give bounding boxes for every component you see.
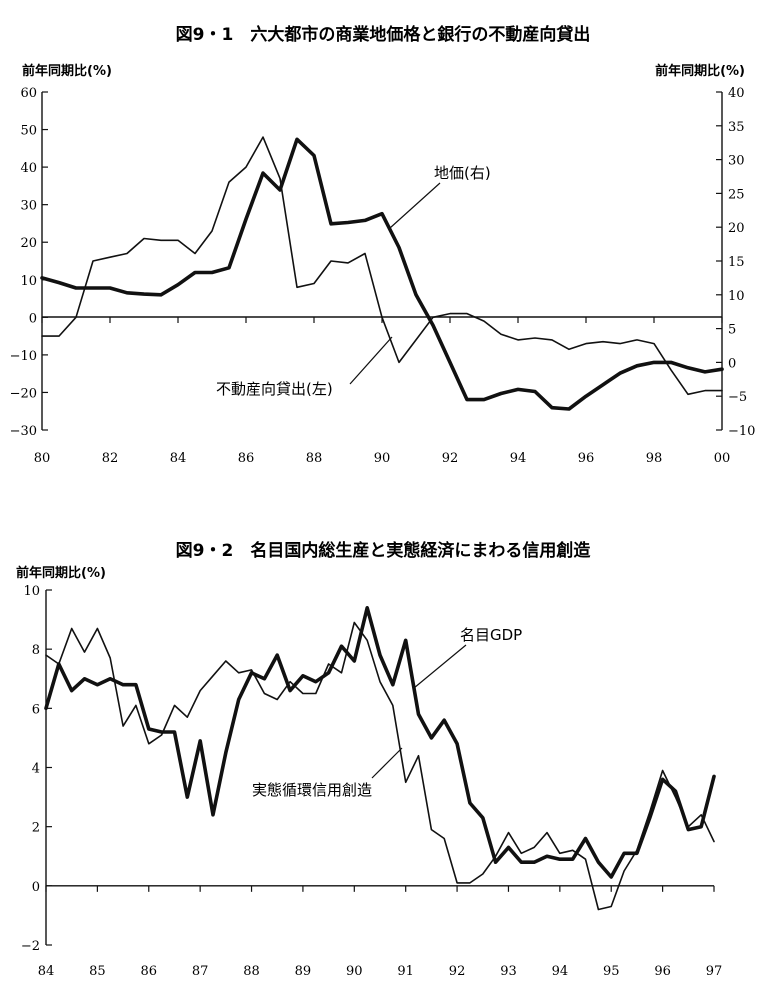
chart1-right-tick-label: 35 bbox=[728, 120, 745, 135]
chart2-y-tick-label: 8 bbox=[32, 643, 40, 658]
chart1-right-tick-label: 20 bbox=[728, 221, 745, 236]
chart1-right-tick-label: 40 bbox=[728, 86, 745, 101]
chart1-x-tick-label: 96 bbox=[578, 451, 595, 466]
chart2-y-tick-label: 6 bbox=[32, 702, 40, 717]
chart2-x-tick-label: 97 bbox=[706, 964, 723, 979]
chart1-left-tick-label: 40 bbox=[20, 161, 37, 176]
annotation-land-price: 地価(右) bbox=[434, 164, 491, 182]
chart1-right-axis-label: 前年同期比(%) bbox=[655, 63, 745, 79]
series-line-credit-creation bbox=[45, 621, 715, 911]
annotation-real-estate-loans: 不動産向貸出(左) bbox=[216, 380, 333, 398]
chart1-right-tick-label: −5 bbox=[728, 390, 747, 405]
chart2-x-tick-label: 85 bbox=[89, 964, 106, 979]
chart2-x-tick-label: 94 bbox=[552, 964, 569, 979]
chart2-series-lines bbox=[44, 605, 716, 911]
chart1-axes bbox=[41, 91, 723, 431]
chart2-x-tick-label: 87 bbox=[192, 964, 209, 979]
chart1-left-axis-label: 前年同期比(%) bbox=[22, 63, 112, 79]
chart1-x-tick-label: 80 bbox=[34, 451, 51, 466]
chart2-title: 図9・2 名目国内総生産と実態経済にまわる信用創造 bbox=[176, 540, 592, 561]
chart1-left-tick-label: 60 bbox=[20, 86, 37, 101]
chart2-x-tick-label: 95 bbox=[603, 964, 620, 979]
chart1-left-tick-label: 20 bbox=[20, 236, 37, 251]
chart1-x-tick-label: 84 bbox=[170, 451, 187, 466]
chart1-right-tick-label: 0 bbox=[728, 356, 736, 371]
chart1-tick-labels: 6050403020100−10−20−304035302520151050−5… bbox=[10, 86, 756, 466]
chart1-series-lines bbox=[40, 136, 724, 411]
chart2-annotations: 名目GDP 実態循環信用創造 bbox=[252, 626, 522, 799]
annotation-nominal-gdp: 名目GDP bbox=[460, 626, 522, 644]
chart2-x-tick-label: 90 bbox=[346, 964, 363, 979]
chart2-y-tick-label: 0 bbox=[32, 880, 40, 895]
chart2-x-tick-label: 96 bbox=[654, 964, 671, 979]
chart1-x-tick-label: 94 bbox=[510, 451, 527, 466]
chart1-right-tick-label: 15 bbox=[728, 255, 745, 270]
chart2-x-tick-label: 92 bbox=[449, 964, 466, 979]
chart1-x-tick-label: 82 bbox=[102, 451, 119, 466]
chart2-y-tick-label: 10 bbox=[23, 584, 40, 599]
chart1-x-tick-label: 98 bbox=[646, 451, 663, 466]
chart2-x-tick-label: 89 bbox=[295, 964, 312, 979]
chart1-left-tick-label: 50 bbox=[20, 124, 37, 139]
chart1-right-tick-label: 10 bbox=[728, 289, 745, 304]
chart1-x-tick-label: 00 bbox=[714, 451, 731, 466]
series-line-nominal-gdp bbox=[44, 605, 716, 879]
annotation-real-estate-loans-leader bbox=[349, 336, 393, 385]
chart2-x-tick-label: 93 bbox=[500, 964, 517, 979]
chart1-x-tick-label: 88 bbox=[306, 451, 323, 466]
annotation-credit-creation: 実態循環信用創造 bbox=[252, 781, 372, 799]
chart1-x-tick-label: 86 bbox=[238, 451, 255, 466]
chart1-left-tick-label: 0 bbox=[29, 311, 37, 326]
chart2-x-tick-label: 86 bbox=[140, 964, 157, 979]
chart2-x-tick-label: 91 bbox=[397, 964, 414, 979]
chart2-axes bbox=[45, 589, 715, 946]
annotation-land-price-leader bbox=[389, 182, 441, 229]
chart2-x-tick-label: 84 bbox=[38, 964, 55, 979]
chart1-left-tick-label: 10 bbox=[20, 274, 37, 289]
chart1-left-tick-label: −10 bbox=[10, 349, 37, 364]
annotation-nominal-gdp-leader bbox=[413, 644, 467, 689]
chart1-annotations: 地価(右) 不動産向貸出(左) bbox=[216, 164, 491, 398]
chart1-x-tick-label: 92 bbox=[442, 451, 459, 466]
chart1-left-tick-label: −20 bbox=[10, 386, 37, 401]
chart1-title: 図9・1 六大都市の商業地価格と銀行の不動産向貸出 bbox=[176, 24, 591, 45]
chart1-right-tick-label: −10 bbox=[728, 424, 755, 439]
chart1-left-tick-label: 30 bbox=[20, 199, 37, 214]
chart2-axis-label: 前年同期比(%) bbox=[16, 565, 106, 581]
annotation-credit-creation-leader bbox=[371, 747, 403, 779]
chart2-y-tick-label: −2 bbox=[21, 939, 40, 954]
chart1-right-tick-label: 30 bbox=[728, 154, 745, 169]
series-line-land-price bbox=[40, 137, 724, 411]
chart2-y-tick-label: 2 bbox=[32, 821, 40, 836]
chart1-left-tick-label: −30 bbox=[10, 424, 37, 439]
series-line-real-estate-loans bbox=[41, 136, 723, 396]
chart2-y-tick-label: 4 bbox=[32, 762, 40, 777]
chart1-right-tick-label: 25 bbox=[728, 187, 745, 202]
chart-nominal-gdp-credit-creation: 図9・2 名目国内総生産と実態経済にまわる信用創造 前年同期比(%) 10864… bbox=[16, 540, 722, 979]
chart-land-price-real-estate-loans: 図9・1 六大都市の商業地価格と銀行の不動産向貸出 前年同期比(%) 前年同期比… bbox=[10, 24, 756, 466]
chart2-x-tick-label: 88 bbox=[243, 964, 260, 979]
chart1-right-tick-label: 5 bbox=[728, 323, 736, 338]
chart1-x-tick-label: 90 bbox=[374, 451, 391, 466]
